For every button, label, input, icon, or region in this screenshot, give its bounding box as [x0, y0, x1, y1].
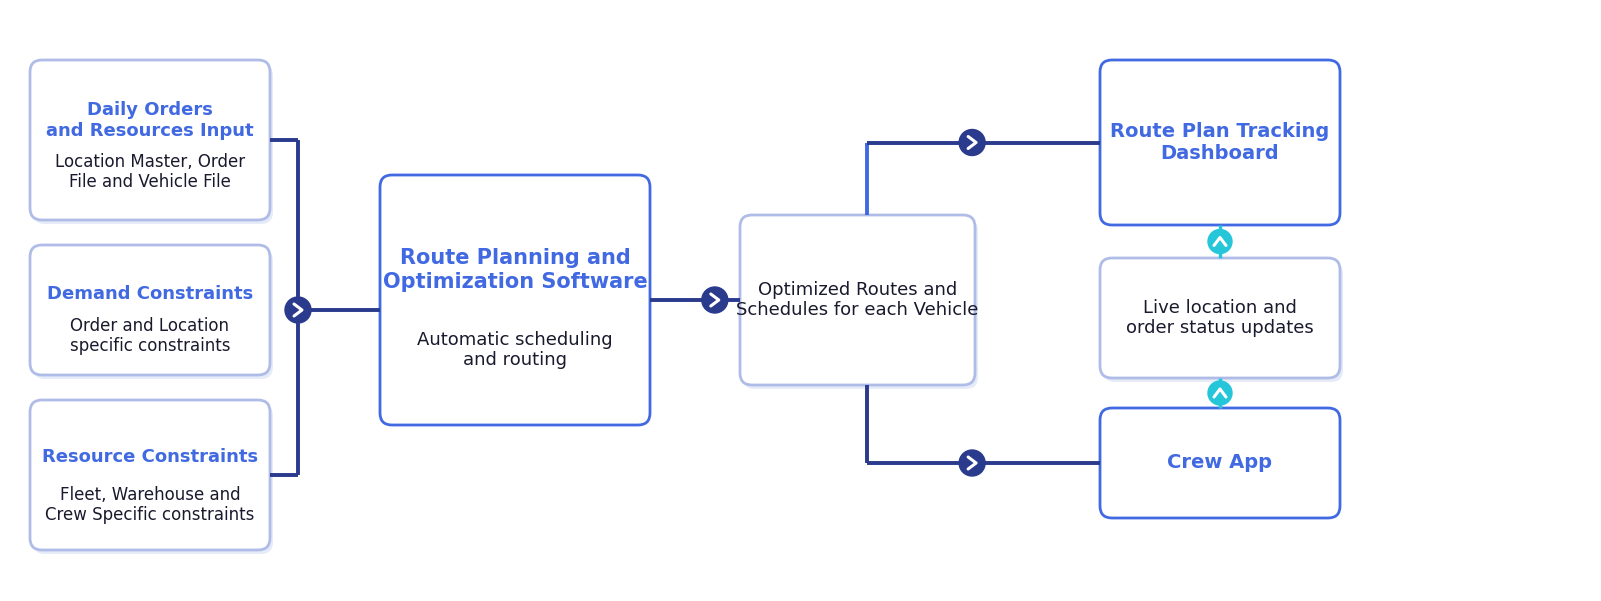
Text: Crew App: Crew App — [1167, 454, 1273, 472]
FancyBboxPatch shape — [34, 249, 274, 379]
Circle shape — [1209, 381, 1233, 405]
FancyBboxPatch shape — [740, 215, 975, 385]
Circle shape — [701, 287, 728, 313]
FancyBboxPatch shape — [1100, 408, 1340, 518]
Text: Demand Constraints: Demand Constraints — [46, 285, 253, 304]
Text: Location Master, Order
File and Vehicle File: Location Master, Order File and Vehicle … — [54, 153, 245, 191]
Text: Live location and
order status updates: Live location and order status updates — [1126, 299, 1314, 337]
FancyBboxPatch shape — [30, 245, 271, 375]
FancyBboxPatch shape — [30, 60, 271, 220]
FancyBboxPatch shape — [1103, 262, 1343, 382]
Text: Automatic scheduling
and routing: Automatic scheduling and routing — [418, 331, 613, 370]
Text: Route Plan Tracking
Dashboard: Route Plan Tracking Dashboard — [1111, 122, 1329, 163]
FancyBboxPatch shape — [34, 64, 274, 224]
Text: Optimized Routes and
Schedules for each Vehicle: Optimized Routes and Schedules for each … — [736, 281, 978, 319]
FancyBboxPatch shape — [1100, 60, 1340, 225]
FancyBboxPatch shape — [30, 400, 271, 550]
FancyBboxPatch shape — [1100, 258, 1340, 378]
Circle shape — [959, 450, 985, 476]
Text: Resource Constraints: Resource Constraints — [42, 448, 258, 466]
Text: Order and Location
specific constraints: Order and Location specific constraints — [70, 317, 231, 355]
Text: Fleet, Warehouse and
Crew Specific constraints: Fleet, Warehouse and Crew Specific const… — [45, 486, 255, 525]
Circle shape — [1209, 230, 1233, 254]
FancyBboxPatch shape — [743, 219, 978, 389]
FancyBboxPatch shape — [379, 175, 650, 425]
Text: Daily Orders
and Resources Input: Daily Orders and Resources Input — [46, 102, 255, 140]
Circle shape — [285, 297, 311, 323]
FancyBboxPatch shape — [34, 404, 274, 554]
Text: Route Planning and
Optimization Software: Route Planning and Optimization Software — [383, 248, 647, 291]
Circle shape — [959, 129, 985, 156]
